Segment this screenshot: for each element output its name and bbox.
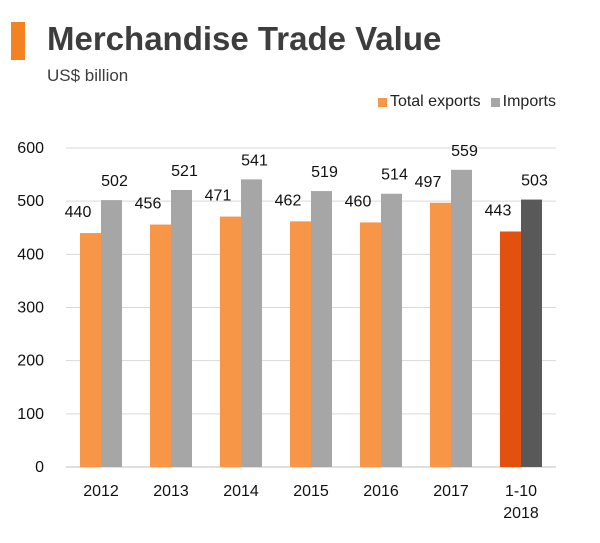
bar-exports bbox=[220, 216, 241, 467]
data-label-imports: 502 bbox=[101, 173, 128, 190]
y-tick-label: 400 bbox=[17, 246, 44, 263]
bar-imports bbox=[241, 179, 262, 467]
bar-imports bbox=[311, 191, 332, 467]
data-label-exports: 443 bbox=[485, 202, 512, 219]
bar-exports bbox=[500, 231, 521, 467]
bar-imports bbox=[101, 200, 122, 467]
x-tick-label: 1-10 2018 bbox=[503, 483, 539, 522]
legend-swatch-exports bbox=[377, 97, 387, 107]
bar-exports bbox=[290, 221, 311, 467]
y-tick-label: 600 bbox=[17, 140, 44, 157]
x-tick-label: 2015 bbox=[293, 483, 329, 500]
data-label-imports: 503 bbox=[521, 173, 548, 190]
y-tick-label: 100 bbox=[17, 406, 44, 423]
data-label-exports: 456 bbox=[135, 196, 162, 213]
chart-legend: Total exports Imports bbox=[368, 93, 556, 111]
bar-imports bbox=[381, 193, 402, 467]
legend-label-exports: Total exports bbox=[389, 93, 481, 110]
data-label-exports: 462 bbox=[275, 192, 302, 209]
chart-title: Merchandise Trade Value bbox=[47, 20, 442, 57]
data-label-imports: 541 bbox=[241, 152, 268, 169]
data-label-exports: 497 bbox=[415, 174, 442, 191]
bar-imports bbox=[451, 169, 472, 467]
y-tick-label: 500 bbox=[17, 193, 44, 210]
data-label-imports: 521 bbox=[171, 163, 198, 180]
chart-subtitle: US$ billion bbox=[47, 66, 129, 85]
x-tick-label: 2016 bbox=[363, 483, 399, 500]
data-label-imports: 514 bbox=[381, 167, 408, 184]
x-tick-label: 2014 bbox=[223, 483, 259, 500]
x-tick-label: 2013 bbox=[153, 483, 189, 500]
data-label-imports: 559 bbox=[451, 143, 478, 160]
legend-label-imports: Imports bbox=[502, 93, 556, 110]
bar-imports bbox=[171, 190, 192, 468]
x-tick-label: 2017 bbox=[433, 483, 469, 500]
data-label-exports: 440 bbox=[65, 204, 92, 221]
bar-exports bbox=[430, 202, 451, 468]
x-tick-label: 2012 bbox=[83, 483, 119, 500]
title-accent-bar bbox=[11, 22, 25, 60]
legend-item-imports: Imports bbox=[490, 93, 556, 111]
bar-exports bbox=[150, 224, 171, 467]
data-label-imports: 519 bbox=[311, 164, 338, 181]
y-tick-label: 200 bbox=[17, 353, 44, 370]
legend-swatch-imports bbox=[490, 97, 500, 107]
data-label-exports: 471 bbox=[205, 188, 232, 205]
y-tick-label: 300 bbox=[17, 300, 44, 317]
bar-imports bbox=[521, 199, 542, 468]
y-tick-label: 0 bbox=[35, 459, 44, 476]
bar-exports bbox=[80, 233, 101, 467]
data-label-exports: 460 bbox=[345, 193, 372, 210]
bar-exports bbox=[360, 222, 381, 467]
legend-item-exports: Total exports bbox=[377, 93, 481, 111]
